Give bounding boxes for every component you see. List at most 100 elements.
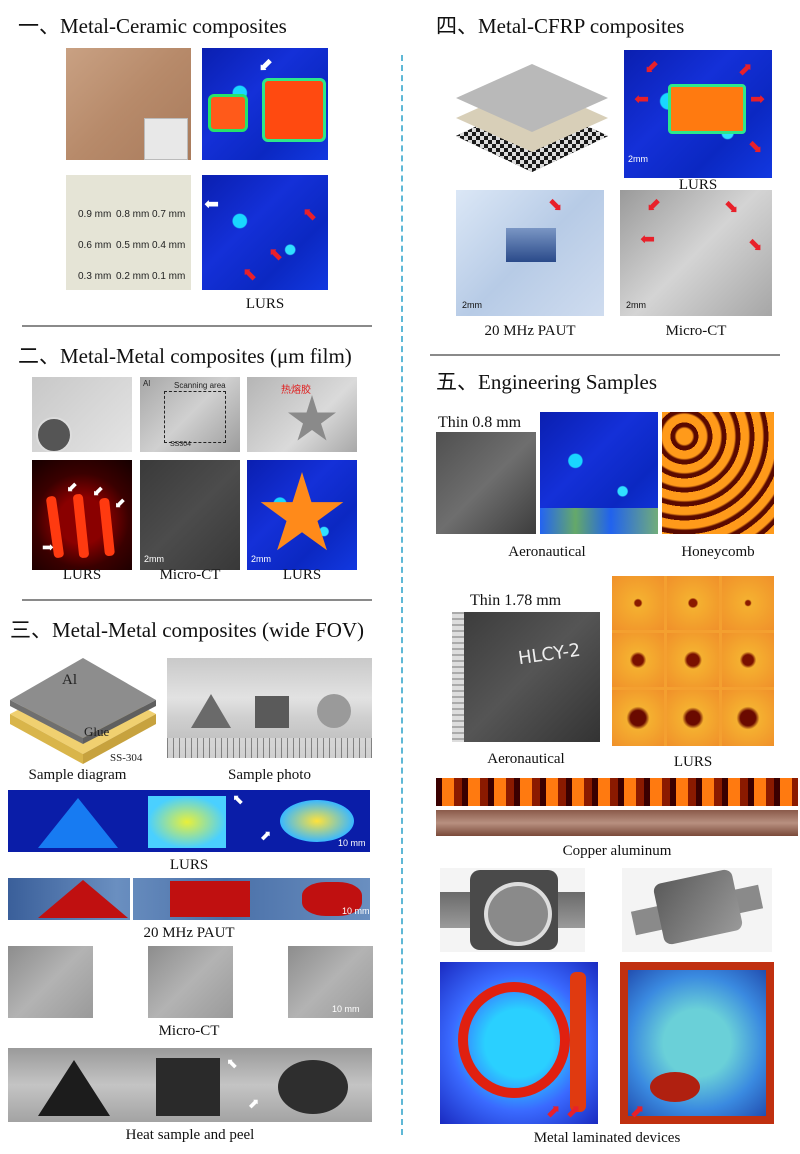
caption-lurs: LURS — [678, 177, 718, 193]
arrow-icon: ⬈ — [248, 1097, 260, 1112]
arrow-icon: ⬋ — [66, 481, 78, 496]
arrow-icon: ⬉ — [268, 244, 284, 264]
film-micro-ct-image: 2mm — [140, 460, 240, 570]
ceramic-inset — [144, 118, 188, 160]
plate-handwriting: HLCY-2 — [516, 639, 582, 670]
scale-bar-label: 10 mm — [332, 1004, 360, 1014]
arrow-icon: ⬉ — [226, 1057, 238, 1072]
scale-bar-label: 10 mm — [338, 838, 366, 848]
hot-melt-glue-photo: 热熔胶 — [247, 377, 357, 452]
arrow-icon: ⬉ — [242, 264, 258, 284]
section-separator — [22, 325, 372, 327]
caption-metal-laminated-devices: Metal laminated devices — [533, 1130, 681, 1146]
arrow-icon: ⬋ — [92, 485, 104, 500]
wide-fov-lurs-image: ⬉ ⬈ 10 mm — [8, 790, 370, 852]
ceramic-sample-photo — [66, 48, 191, 160]
thickness-label: Thin 1.78 mm — [470, 592, 562, 609]
scale-bar-label: 10 mm — [342, 906, 370, 916]
star-shape — [260, 472, 344, 551]
scale-bar-label: 2mm — [628, 154, 648, 164]
hole-label: 0.2 mm — [116, 271, 150, 282]
lurs-defect-grid — [612, 576, 774, 746]
photo-label: Scanning area — [174, 381, 226, 390]
wide-fov-micro-ct-image-3: 10 mm — [288, 946, 373, 1018]
photo-label: Al — [143, 379, 151, 388]
arrow-icon: ⬅ — [634, 89, 650, 109]
magnifier-inset — [36, 417, 72, 452]
arrow-icon: ⬋ — [646, 195, 662, 215]
ceramic-lurs-image-2: ⬅ ⬉ ⬉ ⬉ — [202, 175, 328, 290]
section-4-title: 四、Metal-CFRP composites — [436, 14, 685, 38]
star-shape — [288, 395, 336, 441]
aeronautical-lurs-image — [540, 412, 658, 534]
photo-label: 热熔胶 — [281, 385, 311, 396]
hole-label: 0.7 mm — [152, 209, 186, 220]
scale-bar-label: 2mm — [144, 554, 164, 564]
arrow-icon: ⬋ — [644, 57, 660, 77]
caption-paut: 20 MHz PAUT — [143, 925, 235, 941]
hole-label: 0.3 mm — [78, 271, 112, 282]
ceramic-holes-photo: 0.9 mm 0.8 mm 0.7 mm 0.6 mm 0.5 mm 0.4 m… — [66, 175, 191, 290]
wide-fov-micro-ct-image-2 — [148, 946, 233, 1018]
film-sample-photo — [32, 377, 132, 452]
device-lurs-image-2: ⬈ — [620, 962, 774, 1124]
honeycomb-image — [662, 412, 774, 534]
arrow-icon: ⬈ — [260, 829, 272, 844]
photo-label: SS304 — [170, 441, 192, 448]
caption-lurs: LURS — [282, 567, 322, 583]
arrow-icon: ⬉ — [232, 793, 244, 808]
scale-bar-label: 2mm — [462, 300, 482, 310]
arrow-icon: ⬊ — [724, 197, 740, 217]
column-divider — [401, 55, 403, 1135]
device-photo-1 — [440, 868, 585, 952]
diagram-label-ss304: SS-304 — [110, 752, 143, 764]
scale-bar-label: 2mm — [626, 300, 646, 310]
wide-fov-paut-image: 10 mm — [8, 878, 370, 920]
section-5-title: 五、Engineering Samples — [436, 370, 658, 394]
section-separator — [430, 354, 780, 356]
arrow-icon: ⬈ — [738, 59, 754, 79]
device-photo-2 — [622, 868, 772, 952]
caption-lurs: LURS — [245, 296, 285, 312]
arrow-icon: ⬈ — [630, 1101, 646, 1121]
section-1-title: 一、Metal-Ceramic composites — [18, 14, 287, 38]
arrow-icon: ⬅ — [640, 229, 656, 249]
arrow-icon: ➡ — [750, 89, 766, 109]
arrow-icon: ⬊ — [748, 137, 764, 157]
hole-label: 0.6 mm — [78, 240, 112, 251]
cfrp-lurs-image: ⬋ ⬈ ⬅ ➡ ⬊ 2mm — [624, 50, 772, 178]
aeronautical-photo-1 — [436, 412, 536, 534]
ceramic-lurs-image-1: ⬋ — [202, 48, 328, 160]
section-separator — [22, 599, 372, 601]
section-3-title: 三、Metal-Metal composites (wide FOV) — [10, 618, 365, 642]
arrow-icon: ⬊ — [548, 195, 564, 215]
scale-bar-label: 2mm — [251, 554, 271, 564]
thickness-label: Thin 0.8 mm — [438, 414, 522, 431]
hole-label: 0.1 mm — [152, 271, 186, 282]
caption-aeronautical: Aeronautical — [487, 751, 565, 767]
aeronautical-photo-2: HLCY-2 — [452, 612, 600, 742]
arrow-icon: ⬋ — [258, 55, 274, 75]
caption-paut: 20 MHz PAUT — [484, 323, 576, 339]
arrow-icon: ⬈ — [546, 1101, 562, 1121]
caption-micro-ct: Micro-CT — [158, 1023, 220, 1039]
caption-lurs: LURS — [169, 857, 209, 873]
caption-micro-ct: Micro-CT — [665, 323, 727, 339]
hole-label: 0.9 mm — [78, 209, 112, 220]
cfrp-paut-image: ⬊ 2mm — [456, 190, 604, 316]
caption-sample-photo: Sample photo — [228, 767, 311, 783]
wide-fov-sample-photo — [167, 658, 372, 758]
caption-lurs: LURS — [673, 754, 713, 770]
section-2-title: 二、Metal-Metal composites (μm film) — [18, 344, 352, 368]
hole-label: 0.8 mm — [116, 209, 150, 220]
sample-diagram — [10, 658, 156, 764]
diagram-label-glue: Glue — [84, 724, 110, 739]
arrow-icon: ⬋ — [114, 497, 126, 512]
scanning-area-box — [164, 391, 226, 443]
caption-lurs: LURS — [62, 567, 102, 583]
arrow-icon: ⬅ — [204, 194, 220, 214]
cfrp-stack-diagram — [456, 64, 608, 172]
cfrp-micro-ct-image: ⬋ ⬊ ⬅ ⬊ 2mm — [620, 190, 772, 316]
arrow-icon: ⬉ — [302, 204, 318, 224]
caption-aeronautical: Aeronautical — [508, 544, 586, 560]
